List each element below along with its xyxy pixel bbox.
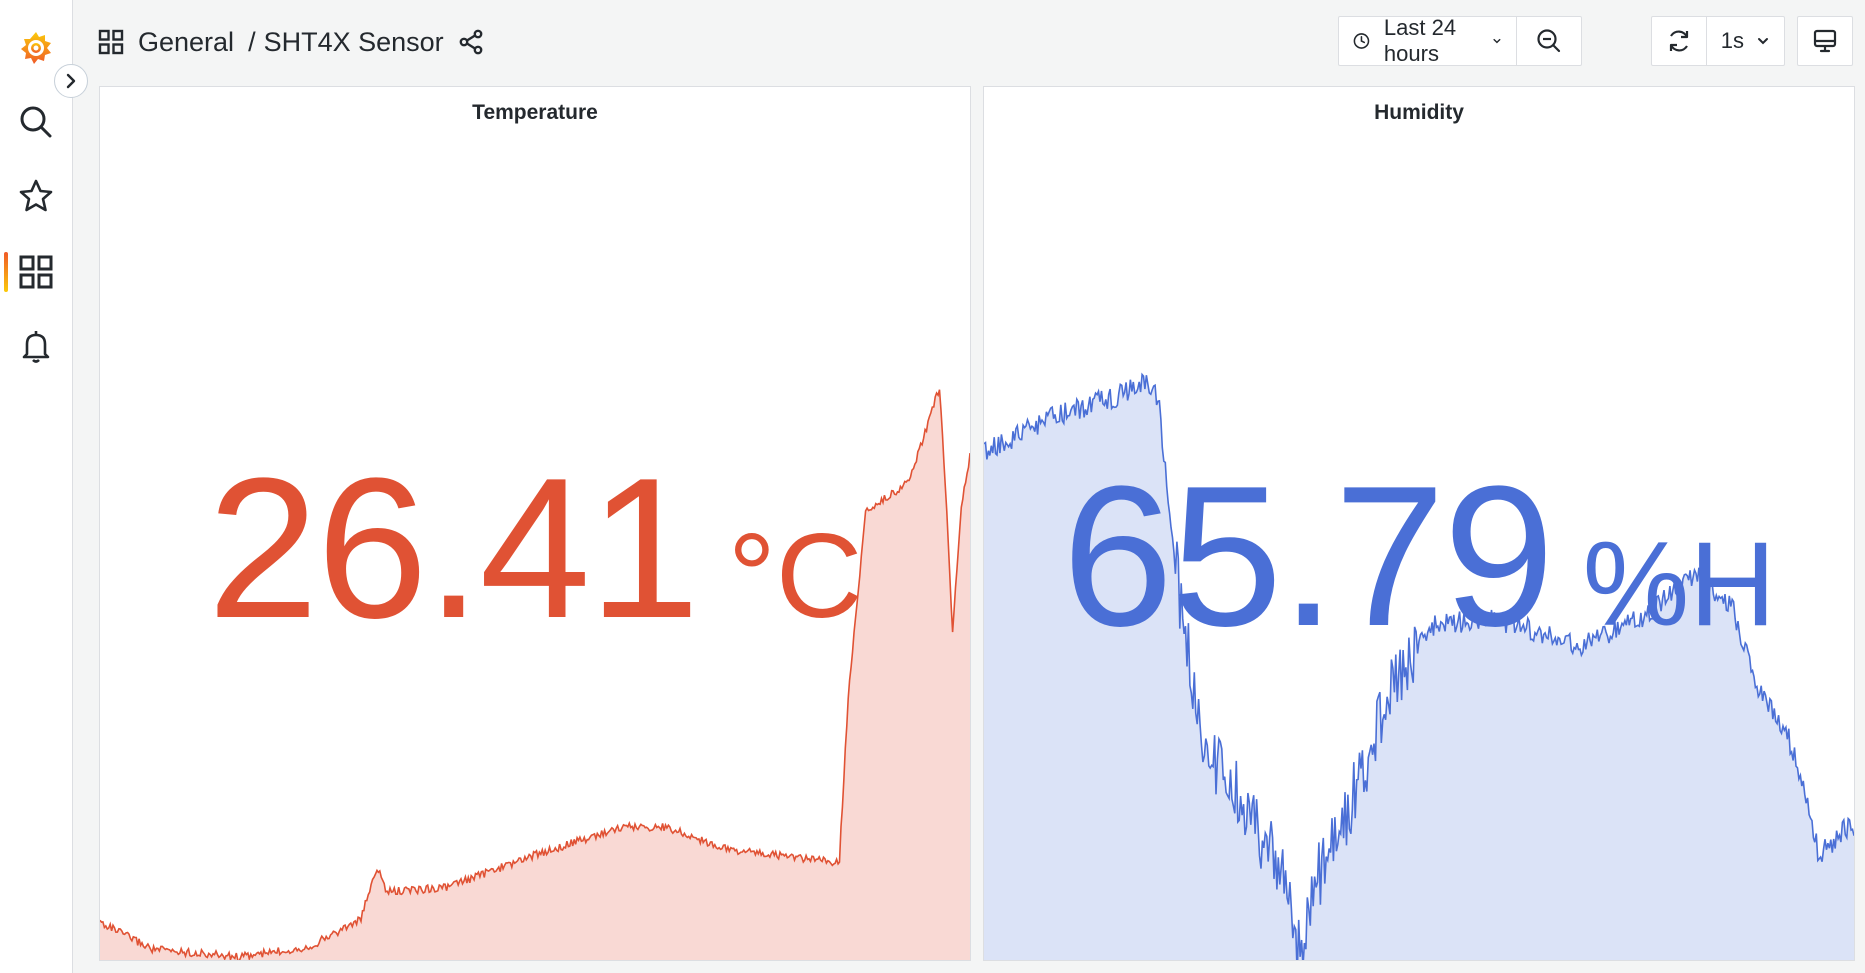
humidity-sparkline: [984, 372, 1854, 960]
temperature-value: 26.41 °C: [100, 449, 970, 649]
active-indicator: [4, 252, 8, 292]
search-icon[interactable]: [0, 94, 72, 150]
sparkline-line: [984, 372, 1854, 960]
bell-icon[interactable]: [0, 318, 72, 374]
humidity-panel[interactable]: Humidity 65.79 %H: [983, 86, 1855, 961]
temperature-panel[interactable]: Temperature 26.41 °C: [99, 86, 971, 961]
grafana-logo-icon[interactable]: [0, 20, 72, 76]
sparkline-area: [984, 374, 1854, 960]
stat-unit: %H: [1582, 517, 1776, 651]
zoom-out-icon: [1537, 29, 1560, 53]
stat-value: 65.79: [1062, 445, 1554, 668]
stat-unit: °C: [727, 509, 863, 643]
temperature-sparkline: [100, 389, 970, 960]
chevron-down-icon: [1758, 38, 1768, 45]
clock-icon: [1353, 33, 1370, 49]
kiosk-group: [1797, 16, 1853, 66]
expand-sidebar-button[interactable]: [54, 64, 88, 98]
breadcrumb-folder[interactable]: General: [138, 26, 235, 57]
zoom-out-button[interactable]: [1515, 17, 1581, 65]
monitor-icon: [1813, 29, 1837, 53]
refresh-icon: [1669, 30, 1688, 52]
breadcrumb-separator: /: [248, 26, 256, 57]
share-icon[interactable]: [458, 29, 484, 55]
panel-title[interactable]: Humidity: [1374, 101, 1464, 124]
dashboards-icon[interactable]: [0, 244, 72, 300]
stat-value: 26.41: [207, 437, 699, 660]
dashboard-title[interactable]: SHT4X Sensor: [263, 26, 444, 57]
top-bar: General / SHT4X Sensor Last 24 hours: [72, 0, 1865, 82]
panel-title[interactable]: Temperature: [472, 101, 598, 124]
dashboards-icon: [98, 29, 124, 55]
sparkline-area: [100, 389, 970, 960]
refresh-interval-picker[interactable]: 1s: [1705, 17, 1784, 65]
time-range-label: Last 24 hours: [1383, 15, 1457, 66]
humidity-value: 65.79 %H: [984, 457, 1854, 657]
breadcrumb: General / SHT4X Sensor: [98, 22, 484, 62]
sidebar: [0, 0, 73, 973]
chevron-down-icon: [1493, 38, 1501, 44]
chevron-right-icon: [66, 73, 76, 89]
time-picker-group: Last 24 hours: [1338, 15, 1582, 66]
time-range-picker[interactable]: Last 24 hours: [1339, 15, 1516, 66]
star-icon[interactable]: [0, 168, 72, 224]
refresh-interval-label: 1s: [1720, 28, 1744, 53]
kiosk-mode-button[interactable]: [1798, 17, 1852, 65]
refresh-button[interactable]: [1652, 17, 1706, 65]
sparkline-line: [100, 389, 970, 960]
refresh-group: 1s: [1651, 16, 1785, 66]
